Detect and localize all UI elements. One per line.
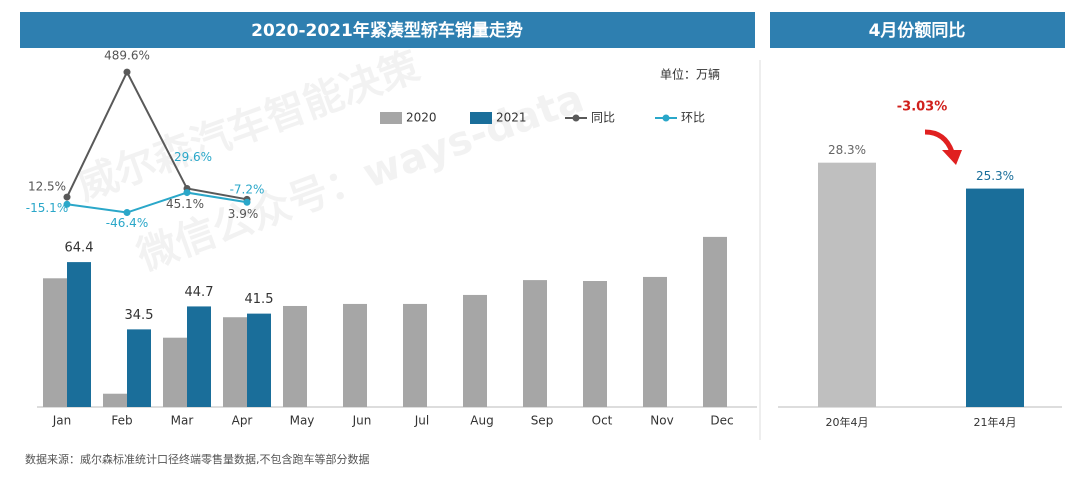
x-tick-label: 21年4月: [974, 415, 1017, 429]
chart-title: 4月份额同比: [869, 20, 966, 41]
data-label: 44.7: [185, 285, 214, 300]
data-label: -7.2%: [230, 183, 265, 197]
x-tick-label: Jun: [352, 414, 372, 428]
legend-label: 同比: [591, 111, 615, 125]
bar: [67, 262, 91, 407]
header-bar: [20, 12, 755, 48]
data-label: 64.4: [65, 241, 94, 256]
chart-title: 2020-2021年紧凑型轿车销量走势: [251, 20, 523, 41]
header-bar: [770, 12, 1065, 48]
bar: [703, 236, 727, 407]
bar: [966, 188, 1024, 407]
legend-label: 环比: [681, 111, 705, 125]
data-label: 12.5%: [28, 180, 66, 194]
bar: [127, 329, 151, 407]
unit-label: 单位：万辆: [660, 67, 720, 82]
legend-swatch: [572, 114, 580, 122]
line: [66, 191, 248, 214]
bar: [643, 276, 667, 407]
x-tick-label: 20年4月: [826, 415, 869, 429]
legend-swatch: [662, 114, 670, 122]
legend-swatch: [380, 112, 402, 124]
data-label: 41.5: [245, 292, 274, 307]
line: [66, 69, 248, 201]
data-label: 25.3%: [976, 169, 1014, 183]
x-tick-label: Mar: [171, 414, 194, 428]
bar: [223, 317, 247, 407]
data-label: 3.9%: [228, 207, 259, 221]
x-tick-label: Apr: [232, 414, 253, 428]
data-label: -46.4%: [106, 216, 148, 230]
x-tick-label: Feb: [111, 414, 132, 428]
data-label: 34.5: [125, 308, 154, 323]
bar: [523, 280, 547, 407]
legend-swatch: [470, 112, 492, 124]
bar: [103, 393, 127, 407]
line-point: [183, 189, 191, 197]
x-tick-label: May: [290, 414, 315, 428]
x-tick-label: Sep: [531, 414, 554, 428]
arrow-head: [942, 150, 962, 165]
annotation: -3.03%: [897, 100, 948, 115]
line-point: [123, 208, 131, 216]
bar: [187, 306, 211, 407]
bar: [163, 337, 187, 407]
data-label: 489.6%: [104, 49, 150, 63]
data-label: 28.3%: [828, 143, 866, 157]
x-tick-label: Nov: [650, 414, 673, 428]
bar: [403, 303, 427, 407]
legend-label: 2021: [496, 111, 527, 125]
line-point: [63, 200, 71, 208]
bar: [463, 294, 487, 407]
legend-label: 2020: [406, 111, 437, 125]
line-point: [63, 193, 71, 201]
bar: [343, 303, 367, 407]
x-tick-label: Dec: [710, 414, 733, 428]
bar: [583, 281, 607, 407]
data-label: -15.1%: [26, 201, 68, 215]
data-label: 29.6%: [174, 150, 212, 164]
x-tick-label: Oct: [592, 414, 613, 428]
data-label: 45.1%: [166, 197, 204, 211]
x-tick-label: Aug: [470, 414, 493, 428]
arrow: [924, 129, 955, 153]
x-tick-label: Jan: [52, 414, 72, 428]
line-point: [123, 68, 131, 76]
footer: 数据来源：威尔森标准统计口径终端零售量数据,不包含跑车等部分数据: [25, 452, 370, 466]
line-point: [243, 198, 251, 206]
bar: [283, 305, 307, 407]
bar: [43, 278, 67, 407]
x-tick-label: Jul: [414, 414, 429, 428]
bar: [818, 162, 876, 407]
bar: [247, 313, 271, 407]
